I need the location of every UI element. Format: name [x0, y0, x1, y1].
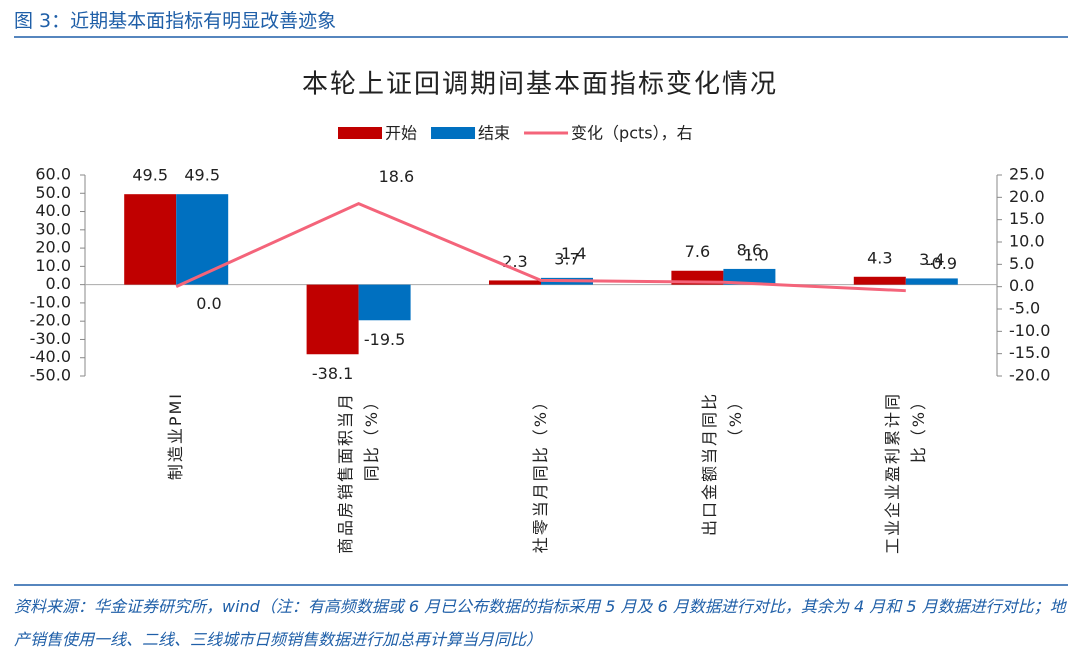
bar — [306, 284, 359, 355]
y-tick-label: 10.0 — [35, 256, 71, 275]
y2-tick-label: 10.0 — [1009, 232, 1045, 251]
value-label: 0.0 — [196, 294, 221, 313]
y2-tick-label: -10.0 — [1009, 321, 1050, 340]
value-label: 49.5 — [184, 166, 220, 185]
value-label: 1.0 — [743, 246, 768, 265]
value-label: -38.1 — [312, 364, 353, 383]
y-tick-label: -50.0 — [30, 366, 71, 385]
x-tick-label: 制造业PMI — [166, 392, 186, 481]
y2-tick-label: -15.0 — [1009, 343, 1050, 362]
x-tick-label: 出口金额当月同比（%） — [700, 392, 746, 537]
value-label: 3.4 — [919, 250, 944, 269]
y-tick-label: -40.0 — [30, 347, 71, 366]
legend-swatch — [338, 127, 382, 139]
value-label: 7.6 — [685, 242, 710, 261]
value-label: -19.5 — [364, 330, 405, 349]
y-tick-label: 40.0 — [35, 201, 71, 220]
bar — [358, 284, 411, 321]
bar — [723, 268, 776, 285]
bar — [489, 280, 541, 285]
y-tick-label: -10.0 — [30, 292, 71, 311]
bar — [905, 278, 958, 285]
y2-tick-label: 5.0 — [1009, 254, 1034, 273]
value-label: 3.7 — [554, 249, 579, 268]
legend-label: 开始 — [385, 124, 417, 143]
legend-label: 变化（pcts），右 — [571, 124, 693, 143]
x-tick-label: 工业企业盈利累计同比（%） — [882, 392, 928, 555]
x-tick-label: 商品房销售面积当月同比（%） — [335, 392, 381, 555]
value-label: -0.9 — [926, 254, 957, 273]
value-label: 8.6 — [737, 240, 762, 259]
y2-tick-label: -20.0 — [1009, 366, 1050, 385]
y2-tick-label: 20.0 — [1009, 187, 1045, 206]
value-label: 1.4 — [561, 244, 586, 263]
x-tick-label: 社零当月同比（%） — [531, 392, 550, 554]
legend-swatch — [431, 127, 476, 139]
footer: 资料来源：华金证券研究所，wind（注：有高频数据或 6 月已公布数据的指标采用… — [14, 597, 1066, 649]
bar — [124, 194, 177, 285]
chart-title: 本轮上证回调期间基本面指标变化情况 — [302, 70, 778, 100]
value-label: 4.3 — [867, 248, 892, 267]
y-tick-label: -30.0 — [30, 329, 71, 348]
y-tick-label: 30.0 — [35, 219, 71, 238]
value-label: 18.6 — [379, 167, 415, 186]
y2-tick-label: -5.0 — [1009, 299, 1040, 318]
y-tick-label: 20.0 — [35, 238, 71, 257]
line — [175, 201, 906, 293]
y2-tick-label: 15.0 — [1009, 209, 1045, 228]
y-tick-label: 0.0 — [46, 274, 71, 293]
bar — [176, 194, 229, 285]
y-tick-label: 50.0 — [35, 183, 71, 202]
header: 图 3：近期基本面指标有明显改善迹象 — [14, 10, 337, 32]
y-tick-label: -20.0 — [30, 311, 71, 330]
y-tick-label: 60.0 — [35, 165, 71, 184]
y2-tick-label: 25.0 — [1009, 165, 1045, 184]
bar — [853, 276, 906, 285]
legend-label: 结束 — [478, 124, 510, 143]
y2-tick-label: 0.0 — [1009, 276, 1034, 295]
value-label: 49.5 — [132, 166, 168, 185]
